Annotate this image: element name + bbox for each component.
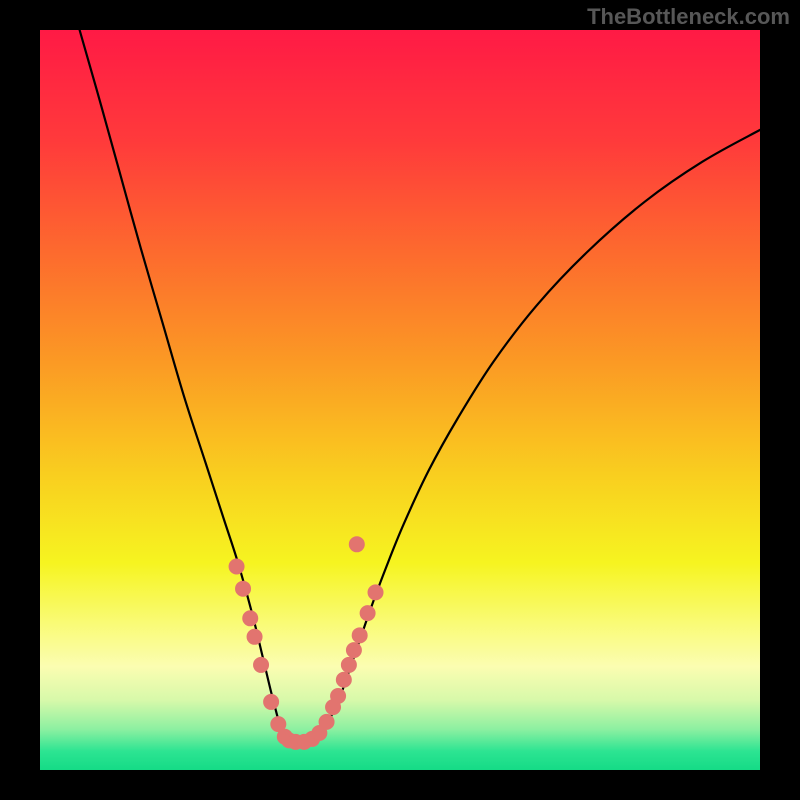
data-marker xyxy=(229,559,244,574)
data-marker xyxy=(352,628,367,643)
watermark-text: TheBottleneck.com xyxy=(587,4,790,30)
data-marker xyxy=(243,611,258,626)
gradient-plot-area xyxy=(40,30,760,770)
data-marker xyxy=(247,629,262,644)
data-marker xyxy=(319,714,334,729)
data-marker xyxy=(341,657,356,672)
data-marker xyxy=(346,643,361,658)
data-marker xyxy=(360,606,375,621)
data-marker xyxy=(264,694,279,709)
data-marker xyxy=(236,581,251,596)
data-marker xyxy=(336,672,351,687)
data-marker xyxy=(349,537,364,552)
data-marker xyxy=(368,585,383,600)
data-marker xyxy=(331,689,346,704)
bottleneck-chart xyxy=(0,0,800,800)
data-marker xyxy=(254,657,269,672)
